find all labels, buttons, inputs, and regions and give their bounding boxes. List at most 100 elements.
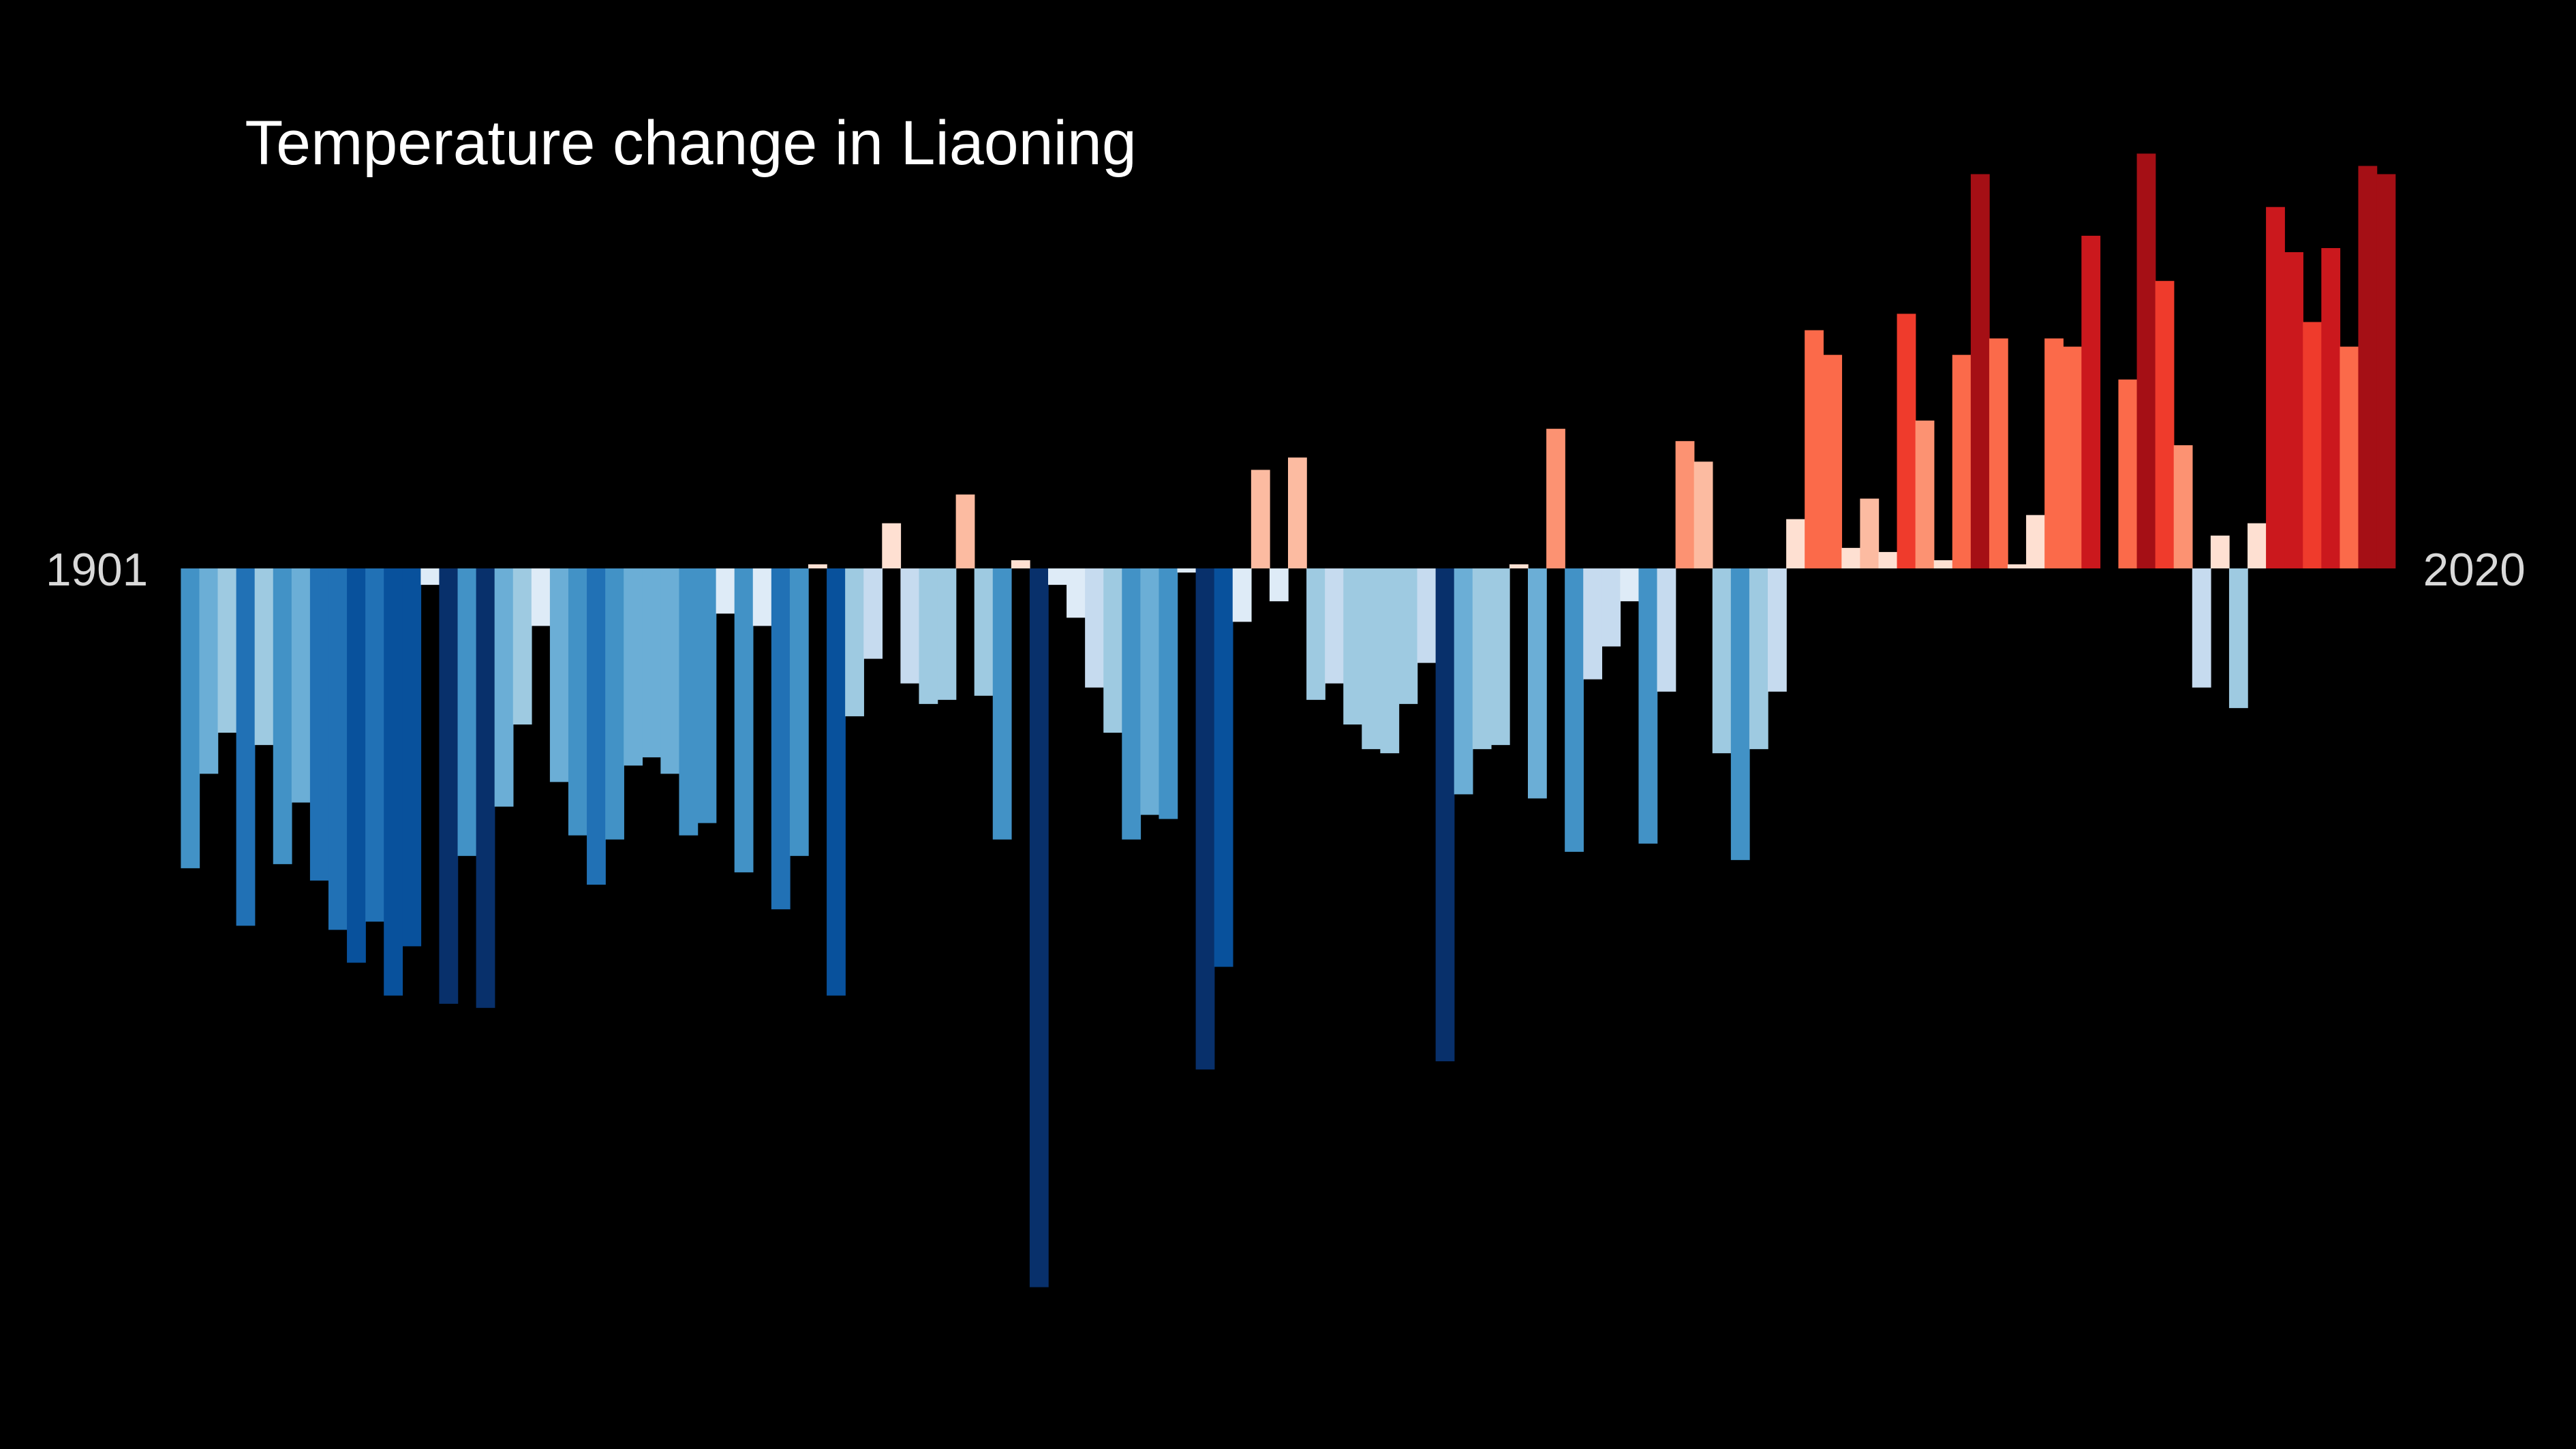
bar (254, 568, 274, 746)
bar (1103, 568, 1123, 733)
bar (974, 568, 994, 696)
bar (1362, 568, 1381, 750)
bar (679, 568, 699, 836)
bar (1712, 568, 1732, 754)
bar (1232, 568, 1252, 622)
bar (1085, 568, 1104, 688)
bar (624, 568, 643, 766)
bar (1306, 568, 1325, 700)
bar (1343, 568, 1363, 724)
bar (2358, 166, 2378, 569)
bar (531, 568, 551, 626)
bar (752, 568, 772, 626)
bar (789, 568, 809, 856)
bar (1675, 441, 1695, 569)
bar (217, 568, 237, 733)
bar (808, 564, 827, 569)
bar (1823, 354, 1843, 569)
bar (1288, 457, 1307, 569)
bar (1546, 429, 1565, 569)
bar (1140, 568, 1160, 815)
bar (1490, 568, 1510, 746)
bar (273, 568, 292, 864)
bar (1417, 568, 1437, 663)
bar (1989, 338, 2008, 569)
bar (1786, 519, 1805, 569)
bar (1122, 568, 1141, 840)
bar (1528, 568, 1547, 799)
bar (2321, 247, 2341, 569)
bar (1638, 568, 1658, 844)
bar (402, 568, 422, 947)
bar (660, 568, 680, 774)
bar (1768, 568, 1787, 692)
bar (1620, 568, 1640, 602)
bar (2044, 338, 2064, 569)
bar (587, 568, 606, 885)
bar (1454, 568, 1473, 795)
bar (1730, 568, 1750, 860)
bar (347, 568, 366, 963)
bar (992, 568, 1012, 840)
bar (1933, 560, 1953, 569)
bar (2248, 523, 2267, 569)
bar (642, 568, 662, 758)
bar (2266, 207, 2285, 569)
bar (771, 568, 791, 910)
bar (2026, 515, 2045, 569)
chart-title: Temperature change in Liaoning (245, 108, 1136, 178)
bar (827, 568, 846, 996)
bar (1195, 568, 1215, 1070)
bar (2063, 346, 2083, 569)
bar (1509, 564, 1529, 569)
bar (2376, 174, 2396, 569)
bar (2303, 322, 2322, 569)
bar (568, 568, 587, 836)
bar (1657, 568, 1676, 692)
bar (734, 568, 754, 872)
bar (1952, 354, 1972, 569)
bar (549, 568, 569, 782)
bar (2081, 235, 2101, 569)
bar (1565, 568, 1584, 852)
bar (1047, 568, 1067, 585)
bar (328, 568, 348, 930)
bar (2284, 252, 2303, 569)
bar (1325, 568, 1344, 684)
x-tick-label: 1901 (46, 545, 148, 596)
bar (1841, 547, 1861, 569)
bar (2210, 535, 2230, 569)
bar (291, 568, 311, 803)
bar (1251, 470, 1270, 569)
bar (900, 568, 920, 684)
bar (845, 568, 864, 716)
bar (1159, 568, 1178, 819)
bar (199, 568, 219, 774)
bar (457, 568, 477, 856)
bar (384, 568, 403, 996)
bar (1472, 568, 1492, 750)
bar (605, 568, 624, 840)
bar (1860, 498, 1880, 569)
bar (476, 568, 495, 1008)
bar (937, 568, 957, 700)
bar (1693, 461, 1713, 569)
bar (512, 568, 532, 724)
bar (365, 568, 384, 922)
bar (697, 568, 717, 823)
bar (1067, 568, 1086, 618)
bar (1970, 174, 1990, 569)
bar (919, 568, 938, 704)
bar (1269, 568, 1289, 602)
bar (882, 523, 902, 569)
bar (1915, 421, 1935, 569)
bar (1749, 568, 1768, 750)
bar (1435, 568, 1455, 1062)
bar (2173, 445, 2193, 569)
bar (2340, 346, 2359, 569)
bar (439, 568, 459, 1004)
bar (2136, 153, 2156, 569)
bar (1029, 568, 1049, 1287)
